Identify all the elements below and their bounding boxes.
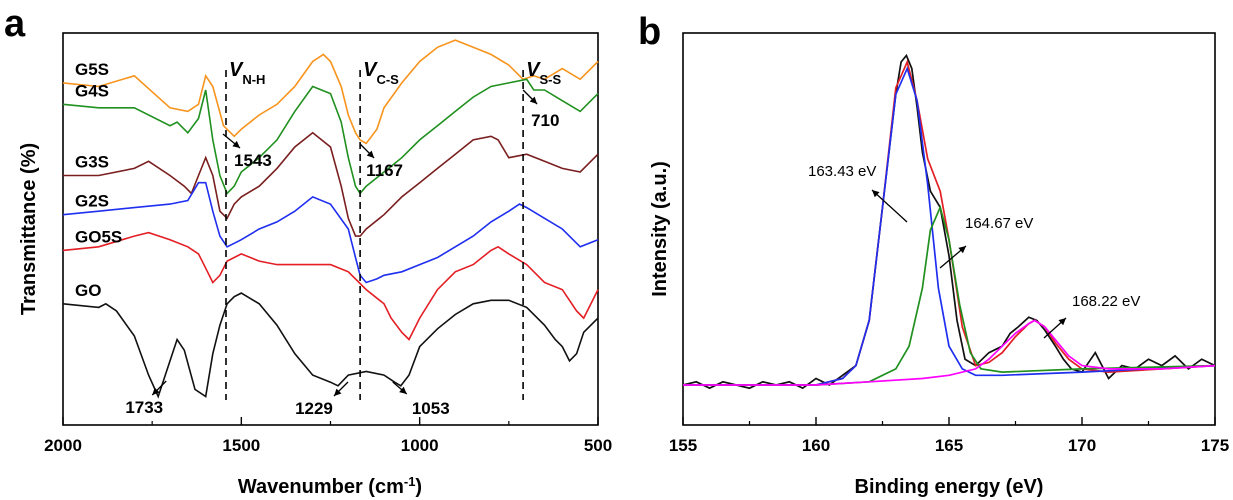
panel-b-label: b	[638, 11, 661, 53]
panel-a-label: a	[4, 3, 26, 45]
series-label-go: GO	[75, 281, 101, 300]
xps-163-43-ev-line	[683, 66, 1216, 386]
series-g2s-line	[62, 181, 599, 284]
panel-b-frame	[682, 32, 1216, 426]
xps-164-67-ev-line	[683, 204, 1216, 386]
panel-a-y-axis-title: Transmittance (%)	[18, 143, 40, 315]
series-g4s-line	[62, 78, 599, 195]
panel-a-band-markers: VN-H VC-S VS-S	[225, 59, 561, 400]
peak-arrow-1167	[359, 143, 375, 159]
panel-a-xlabel-close: )	[415, 476, 422, 498]
peak-arrow-163.43	[871, 189, 908, 223]
panel-b-x-tick-label: 155	[669, 436, 697, 455]
panel-a-series	[62, 39, 599, 399]
panel-b-chart: 155 160 165 170 175 163.43 eV 164.67 eV 168.22…	[649, 32, 1229, 498]
peak-arrow-710	[522, 89, 538, 105]
panel-b-x-axis: 155 160 165 170 175	[669, 417, 1229, 455]
series-g5s-line	[62, 39, 599, 145]
xps-fit-envelope-line	[683, 59, 1216, 386]
peak-annotation-168.22: 168.22 eV	[1072, 293, 1140, 310]
series-g3s-line	[63, 131, 599, 237]
peak-arrow-1733	[151, 380, 167, 396]
panel-b-peak-annotations: 163.43 eV 164.67 eV 168.22 eV	[808, 163, 1140, 339]
panel-a-xlabel: Wavenumber (cm	[238, 476, 404, 498]
xps-raw-line	[682, 53, 1216, 390]
series-label-g5s: G5S	[75, 60, 109, 79]
panel-b-x-tick-label: 165	[935, 436, 963, 455]
series-go5s-line	[62, 231, 599, 341]
panel-a-x-axis: 2000 1500 1000 500	[44, 417, 612, 455]
band-label-s-s: VS-S	[526, 59, 561, 87]
series-label-g4s: G4S	[75, 81, 109, 100]
peak-annotation-164.67: 164.67 eV	[965, 215, 1033, 232]
peak-arrow-1053	[392, 381, 408, 395]
series-go-line	[62, 292, 599, 399]
series-label-go5s: GO5S	[75, 227, 122, 246]
band-label-n-h: VN-H	[229, 59, 265, 87]
panel-b-x-tick-label: 175	[1201, 436, 1229, 455]
peak-label-1543: 1543	[234, 151, 272, 170]
peak-annotation-163.43: 163.43 eV	[808, 163, 876, 180]
panel-b-x-tick-label: 170	[1068, 436, 1096, 455]
xps-168-22-ev-line	[683, 319, 1216, 386]
peak-label-1053: 1053	[412, 399, 450, 418]
peak-arrow-1229	[333, 381, 349, 397]
panel-a-x-tick-label: 2000	[44, 436, 82, 455]
panel-a-x-tick-label: 500	[584, 436, 612, 455]
panel-b-x-tick-label: 160	[802, 436, 830, 455]
panel-a-peak-labels: 1543 1167 710 1733 1229 1053	[125, 89, 559, 418]
panel-a-x-tick-label: 1000	[401, 436, 439, 455]
panel-b-series	[682, 53, 1216, 390]
panel-a-x-tick-label: 1500	[222, 436, 260, 455]
peak-arrow-1543	[222, 133, 241, 149]
peak-arrow-168.22	[1043, 317, 1067, 339]
peak-label-1229: 1229	[295, 399, 333, 418]
series-label-g3s: G3S	[75, 153, 109, 172]
panel-b-x-axis-title: Binding energy (eV)	[855, 476, 1044, 498]
series-label-g2s: G2S	[75, 192, 109, 211]
panel-a-frame	[62, 32, 599, 426]
panel-a-chart: 2000 1500 1000 500 VN-H VC-S VS-S G5S G4S G3S G2…	[18, 32, 612, 499]
panel-a-x-axis-title: Wavenumber (cm-1)	[238, 474, 422, 499]
band-label-c-s: VC-S	[363, 59, 399, 87]
panel-a-xlabel-sup: -1	[404, 474, 416, 489]
peak-label-710: 710	[531, 111, 559, 130]
panel-a-series-labels: G5S G4S G3S G2S GO5S GO	[75, 60, 122, 300]
peak-arrow-164.67	[939, 245, 967, 269]
panel-b-y-axis-title: Intensity (a.u.)	[649, 161, 671, 297]
peak-label-1167: 1167	[366, 161, 403, 180]
peak-label-1733: 1733	[125, 398, 163, 417]
